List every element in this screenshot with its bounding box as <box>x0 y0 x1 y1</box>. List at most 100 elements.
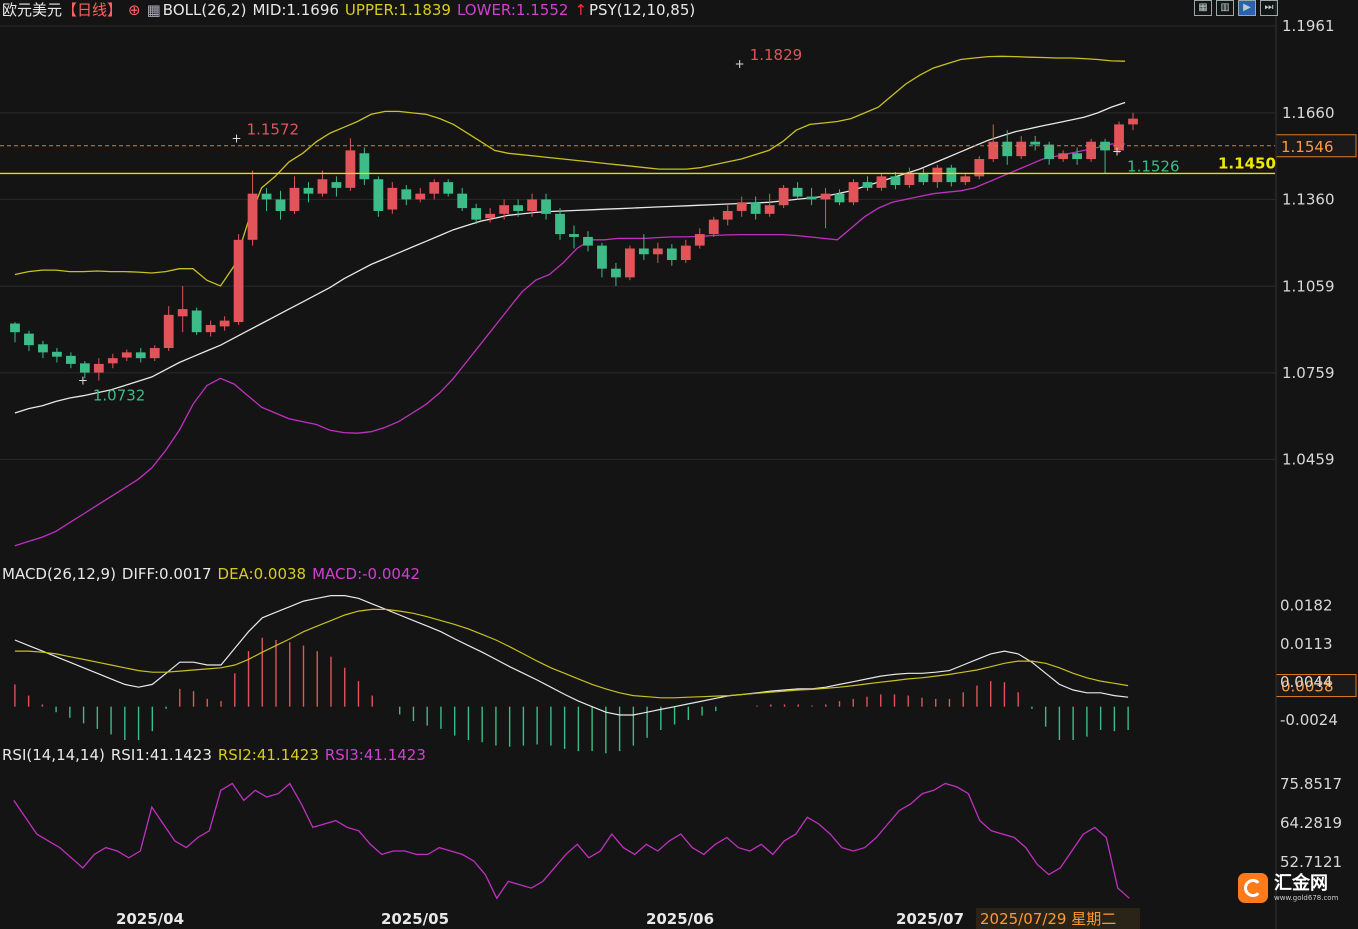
boll-label[interactable]: BOLL(26,2) <box>162 1 247 19</box>
candle-body <box>401 189 412 200</box>
candle <box>191 307 202 336</box>
candle-body <box>275 199 286 211</box>
candle <box>373 176 384 217</box>
rsi-tick-label: 64.2819 <box>1280 814 1342 832</box>
play-icon[interactable]: ▶ <box>1238 0 1256 16</box>
logo-icon <box>1238 873 1268 903</box>
candle <box>65 352 76 369</box>
last-date-label: 2025/07/29 星期二 <box>980 910 1116 928</box>
candle-body <box>219 320 230 327</box>
watermark-logo: 汇金网 www.gold678.com <box>1238 873 1338 903</box>
candle <box>93 358 104 381</box>
candle <box>359 147 370 186</box>
y-tick-label: 1.1360 <box>1282 190 1335 208</box>
x-tick-label: 2025/04 <box>116 910 184 928</box>
extreme-label: 1.1572 <box>247 120 300 138</box>
boll-mid-line <box>14 101 1126 414</box>
candle-body <box>527 199 537 211</box>
bollinger-bands <box>14 55 1126 547</box>
candle <box>918 167 929 186</box>
candle <box>38 340 48 359</box>
candle <box>52 348 62 363</box>
rsi-header: RSI(14,14,14) RSI1:41.1423 RSI2:41.1423 RSI… <box>2 745 432 765</box>
step-icon[interactable]: ⏭ <box>1260 0 1278 16</box>
extreme-marker: + <box>1112 145 1122 159</box>
candle <box>750 196 761 220</box>
candle <box>10 322 20 343</box>
candle <box>457 187 468 211</box>
rsi3-value: RSI3:41.1423 <box>324 746 426 764</box>
arrow-up-icon: ↑ <box>574 1 588 19</box>
candle <box>24 330 34 351</box>
candle-body <box>247 193 258 240</box>
rsi-label[interactable]: RSI(14,14,14) <box>2 746 105 764</box>
candle <box>1002 130 1013 165</box>
candle <box>429 179 440 200</box>
period-label[interactable]: 【日线】 <box>62 1 123 19</box>
symbol-name[interactable]: 欧元美元 <box>2 1 63 19</box>
macd-value: MACD:-0.0042 <box>312 565 421 583</box>
macd-diff-line <box>14 595 1129 716</box>
candle <box>583 231 593 252</box>
layout-icon[interactable]: ▥ <box>1216 0 1234 16</box>
boll-upper-line <box>14 55 1126 287</box>
rsi-panel <box>13 782 1130 900</box>
macd-header: MACD(26,12,9) DIFF:0.0017 DEA:0.0038 MACD:-… <box>2 564 426 584</box>
candle <box>527 193 537 217</box>
candle <box>555 208 565 240</box>
settings-icon[interactable]: ⊕ <box>128 1 141 19</box>
rsi-tick-label: 75.8517 <box>1280 775 1342 793</box>
candle-body <box>429 182 440 194</box>
candle-body <box>135 352 146 359</box>
candle-body <box>806 196 817 200</box>
psy-label[interactable]: PSY(12,10,85) <box>589 1 696 19</box>
candle-body <box>583 236 593 246</box>
candle-body <box>1058 153 1069 160</box>
extreme-label: 1.1526 <box>1127 158 1180 176</box>
toolbar: ▦ ▥ ▶ ⏭ <box>1194 0 1278 16</box>
candle <box>471 203 482 224</box>
candle-body <box>79 363 90 373</box>
candle <box>149 345 160 362</box>
y-tick-label: 1.1059 <box>1282 277 1335 295</box>
macd-dea: DEA:0.0038 <box>217 565 307 583</box>
candle-body <box>988 141 999 160</box>
extreme-marker: + <box>735 57 745 71</box>
grid-icon[interactable]: ▦ <box>1194 0 1212 16</box>
candle <box>848 179 859 206</box>
extreme-marker: + <box>232 131 242 145</box>
candle <box>792 182 803 200</box>
candle <box>1016 135 1027 160</box>
price-tag: 1.1546 <box>1281 138 1334 156</box>
candle <box>219 316 230 331</box>
candle <box>205 320 216 337</box>
candle-body <box>1044 144 1055 160</box>
candle-body <box>513 205 523 211</box>
candle-body <box>1002 141 1013 157</box>
candle <box>974 156 985 180</box>
rsi1-value: RSI1:41.1423 <box>110 746 212 764</box>
candle-body <box>569 234 579 237</box>
macd-label[interactable]: MACD(26,12,9) <box>2 565 116 583</box>
boll-icon: ▦ <box>146 1 161 19</box>
candle <box>233 234 244 325</box>
candle <box>722 205 733 226</box>
candle <box>625 245 635 281</box>
boll-mid: MID:1.1696 <box>252 1 339 19</box>
macd-panel: 0.0038 <box>14 595 1357 754</box>
candle <box>485 208 496 223</box>
candle <box>1128 112 1138 131</box>
candle <box>1058 150 1069 162</box>
macd-tick-label: 0.0113 <box>1280 635 1333 653</box>
candle <box>1114 121 1124 154</box>
candle <box>666 244 677 266</box>
candle <box>946 164 957 187</box>
candle-body <box>345 150 356 188</box>
candle <box>415 187 426 203</box>
candle-body <box>820 193 831 200</box>
candle <box>904 167 915 188</box>
candle-body <box>890 176 901 186</box>
candle-body <box>499 205 510 214</box>
candle-body <box>974 159 985 177</box>
candle-body <box>331 182 342 188</box>
